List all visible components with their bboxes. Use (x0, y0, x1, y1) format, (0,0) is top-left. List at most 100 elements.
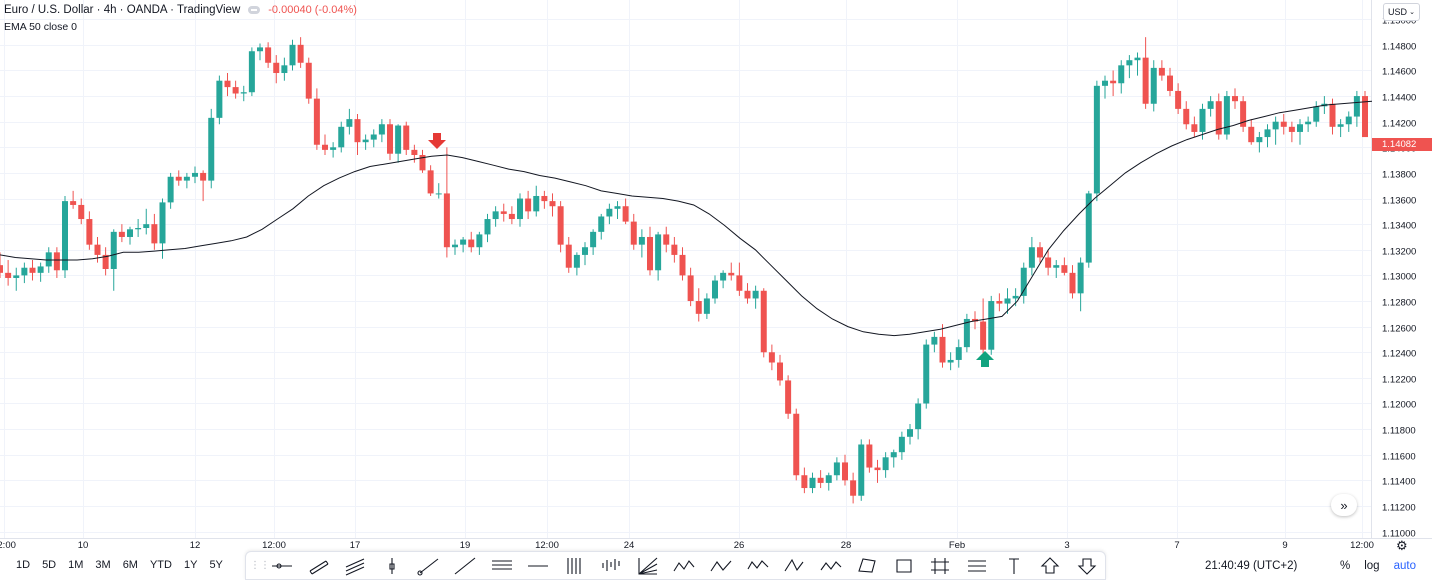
price-chart[interactable]: 1.15000 1.14800 1.14600 1.14400 1.14200 1.140… (0, 0, 1432, 552)
fib-fan-tool-button[interactable] (630, 553, 667, 579)
candle (679, 247, 686, 281)
polygon-tool-button[interactable] (849, 553, 886, 579)
candle-body (78, 204, 85, 220)
candle (232, 80, 239, 99)
arrow-down-tool-button[interactable] (1068, 553, 1105, 579)
clock[interactable]: 21:40:49 (UTC+2) (1205, 560, 1298, 572)
period-6m[interactable]: 6M (122, 559, 138, 571)
rectangle-tool-button[interactable] (886, 553, 923, 579)
pitchfork-tool-button[interactable] (337, 553, 374, 579)
abcd-pattern-tool-button[interactable] (703, 553, 740, 579)
candle (1093, 80, 1100, 202)
candle-body (305, 62, 312, 99)
candle (1207, 96, 1214, 117)
candle (858, 439, 865, 501)
candle-body (1150, 67, 1157, 104)
long-short-position-tool-button[interactable] (374, 553, 411, 579)
candle (21, 262, 28, 284)
candle (1134, 52, 1141, 76)
candle-body (248, 51, 255, 93)
candle-body (387, 124, 393, 154)
candle-body (582, 247, 588, 255)
candle (1150, 60, 1157, 112)
period-5y[interactable]: 5Y (209, 559, 223, 571)
candle (614, 201, 621, 220)
horizontal-line-icon (528, 564, 549, 567)
xabcd-pattern-icon (674, 559, 695, 571)
candle-body (955, 347, 962, 360)
candle (622, 198, 629, 225)
xabcd-pattern-tool-button[interactable] (666, 553, 703, 579)
triangle-pattern-tool-button[interactable] (776, 553, 813, 579)
candle (720, 270, 727, 289)
vertical-lines-tool-button[interactable] (557, 553, 594, 579)
candle (712, 275, 718, 304)
parallel-channel-tool-button[interactable] (301, 553, 338, 579)
candle-body (200, 172, 207, 181)
candle-body (37, 266, 44, 273)
percent-scale-toggle[interactable]: % (1340, 560, 1351, 572)
candle (915, 398, 922, 440)
trend-line-tool-button[interactable] (410, 553, 447, 579)
candle (939, 324, 946, 368)
collapse-legend-icon[interactable] (248, 6, 261, 14)
period-1y[interactable]: 1Y (183, 559, 198, 571)
candle-body (1110, 80, 1117, 84)
candle-body (338, 126, 345, 148)
candle (1313, 101, 1320, 127)
candles (0, 37, 1368, 504)
candle (988, 295, 995, 355)
candle-body (1248, 126, 1255, 143)
horizontal-ray-tool-button[interactable] (264, 553, 301, 579)
vertical-lines-icon (567, 557, 581, 574)
arrow-up-tool-button[interactable] (1032, 553, 1069, 579)
candle-body (671, 244, 678, 255)
auto-scale-toggle[interactable]: auto (1393, 560, 1416, 572)
candle (1102, 75, 1108, 99)
wxy-pattern-tool-button[interactable] (812, 553, 849, 579)
drag-handle-icon[interactable]: ⋮⋮ (250, 560, 270, 571)
candle-body (1272, 121, 1279, 130)
candle (1142, 37, 1149, 109)
price-range-tool-button[interactable] (959, 553, 996, 579)
candle (346, 108, 353, 135)
candle (86, 211, 93, 250)
period-1m[interactable]: 1M (68, 559, 84, 571)
candle (1126, 55, 1133, 79)
candle (533, 185, 540, 217)
chart-settings-gear-icon[interactable]: ⚙ (1396, 538, 1408, 553)
candle (362, 134, 369, 150)
candle-body (1069, 272, 1076, 294)
candle-body (833, 462, 840, 476)
horizontal-lines-tool-button[interactable] (483, 553, 520, 579)
extended-line-tool-button[interactable] (447, 553, 484, 579)
period-3m[interactable]: 3M (95, 559, 111, 571)
time-axis-labels: 12:00 10 12 12:00 17 19 12:00 24 26 28 Feb 3 7 9 12:00 (0, 540, 1374, 551)
text-tool-button[interactable] (995, 553, 1032, 579)
period-ytd[interactable]: YTD (149, 559, 172, 571)
candle (1183, 101, 1190, 130)
candle (476, 231, 483, 255)
arrow-up-icon (1040, 556, 1060, 574)
date-range-tool-button[interactable] (922, 553, 959, 579)
bar-pattern-tool-button[interactable] (593, 553, 630, 579)
currency-selector[interactable]: USD ⌄ (1383, 3, 1420, 21)
horizontal-line-tool-button[interactable] (520, 553, 557, 579)
log-scale-toggle[interactable]: log (1364, 560, 1380, 572)
candle (695, 288, 702, 322)
candle-body (0, 265, 3, 273)
abcde-pattern-tool-button[interactable] (739, 553, 776, 579)
indicator-legend[interactable]: EMA 50 close 0 (4, 21, 77, 33)
scroll-to-realtime-button[interactable]: » (1331, 494, 1357, 516)
period-1d[interactable]: 1D (16, 559, 31, 571)
candle-body (809, 477, 816, 489)
candle (1110, 70, 1117, 97)
candle-body (330, 147, 337, 150)
candle (1223, 90, 1230, 140)
price-tick-label: 1.12800 (1382, 298, 1416, 309)
candle (565, 236, 572, 273)
symbol-title[interactable]: Euro / U.S. Dollar · 4h · OANDA · Tradin… (4, 4, 241, 16)
candle-body (517, 198, 523, 220)
period-5d[interactable]: 5D (42, 559, 57, 571)
candle (947, 352, 954, 371)
